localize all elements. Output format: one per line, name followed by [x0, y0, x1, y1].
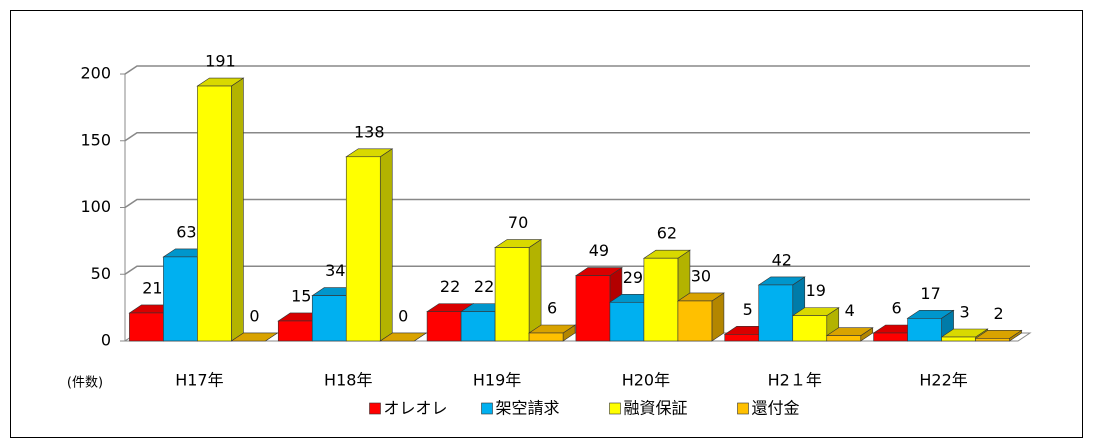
value-label: 42 [772, 250, 792, 269]
y-tick-label: 0 [101, 331, 111, 350]
legend-label: 架空請求 [496, 399, 560, 418]
bar-face [379, 332, 428, 342]
bar-face [494, 247, 530, 342]
value-label: 29 [623, 268, 643, 287]
grid-line [124, 132, 1030, 142]
value-label: 4 [845, 301, 855, 320]
bar-face [792, 315, 828, 342]
y-tick-label: 50 [91, 264, 111, 283]
value-label: 34 [325, 261, 345, 280]
grid-line [124, 65, 1030, 75]
bar-face [277, 320, 313, 342]
bar-face [609, 301, 645, 342]
value-label: 0 [398, 307, 408, 326]
bar-face [230, 332, 279, 342]
bar [528, 324, 577, 342]
legend-label: 還付金 [752, 399, 800, 418]
y-tick-label: 150 [80, 130, 111, 149]
bar [494, 238, 543, 342]
bar [791, 307, 840, 342]
value-label: 19 [806, 281, 826, 300]
legend-swatch [369, 402, 381, 415]
bar [676, 292, 725, 342]
legend-label: オレオレ [384, 399, 448, 418]
value-label: 2 [993, 304, 1003, 323]
x-tick-label: H19年 [473, 371, 521, 390]
bar-face [826, 335, 862, 342]
bar [379, 332, 428, 342]
bar [825, 327, 874, 342]
value-label: 0 [249, 307, 259, 326]
legend-label: 融資保証 [624, 399, 688, 418]
value-label: 191 [205, 52, 236, 71]
bar [757, 276, 806, 342]
bar-face [907, 318, 942, 342]
x-tick-label: H2１年 [768, 371, 822, 390]
bar-face [426, 311, 462, 342]
value-label: 3 [959, 302, 969, 321]
value-label: 15 [291, 286, 311, 305]
legend-swatch [737, 402, 749, 415]
x-tick-label: H17年 [175, 371, 223, 390]
bar-face [379, 148, 393, 342]
chart-frame [10, 10, 1083, 438]
value-label: 70 [508, 213, 528, 232]
value-label: 49 [589, 241, 609, 260]
bar-face [528, 332, 564, 342]
bar [345, 148, 394, 342]
bar-face [460, 311, 496, 342]
legend-swatch [481, 402, 493, 415]
y-tick-label: 200 [80, 64, 111, 83]
value-label: 22 [440, 277, 460, 296]
grid-line [124, 265, 1030, 275]
value-label: 22 [474, 277, 494, 296]
grid-line [124, 198, 1030, 209]
x-tick-label: H22年 [919, 371, 967, 390]
x-tick-label: H18年 [324, 371, 372, 390]
bar-face [197, 85, 232, 342]
value-label: 138 [354, 122, 385, 141]
value-label: 5 [743, 300, 753, 319]
bar-face [345, 156, 381, 342]
value-label: 62 [657, 224, 677, 243]
value-label: 63 [176, 222, 196, 241]
bar-face [163, 256, 198, 342]
value-label: 30 [691, 266, 711, 285]
y-tick-label: 100 [80, 197, 111, 216]
bar-face [873, 332, 908, 342]
bar [230, 332, 279, 342]
legend-swatch [609, 402, 621, 415]
bar-face [231, 77, 244, 342]
value-label: 17 [920, 284, 940, 303]
x-tick-label: H20年 [622, 371, 670, 390]
bar-face [677, 300, 713, 342]
value-label: 6 [547, 298, 557, 317]
bar-face [758, 284, 794, 342]
bar-face [129, 312, 164, 342]
value-label: 6 [891, 298, 901, 317]
unit-label: (件数) [67, 376, 103, 391]
bar [974, 329, 1023, 342]
bar-face [311, 295, 347, 342]
bar-face [528, 238, 542, 342]
bar-face [643, 257, 679, 342]
bar-face [575, 275, 611, 342]
value-label: 21 [142, 278, 162, 297]
bar-face [711, 292, 725, 342]
bar [196, 77, 245, 342]
bar-face [975, 338, 1010, 342]
bar-face [724, 334, 760, 342]
bar-face [941, 336, 976, 342]
